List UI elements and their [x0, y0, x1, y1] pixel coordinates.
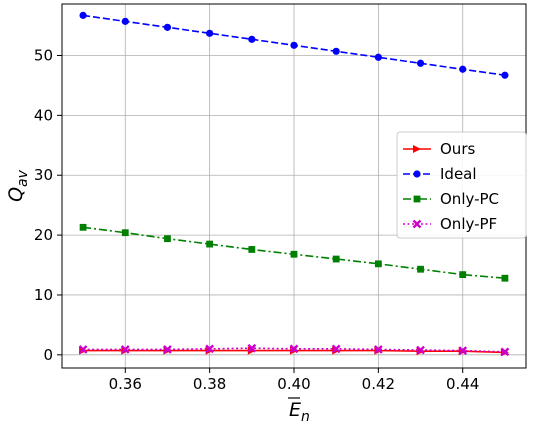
- x-axis-label: En: [288, 397, 310, 425]
- point: [331, 344, 341, 354]
- y-axis-label-main: Q: [5, 187, 27, 202]
- x-tick-label: 0.40: [277, 375, 310, 393]
- series-only-pf: [78, 343, 510, 357]
- point: [121, 17, 129, 25]
- point: [120, 345, 130, 354]
- point: [248, 246, 256, 253]
- point: [121, 229, 129, 237]
- point: [78, 345, 88, 354]
- series-group: [78, 11, 510, 357]
- point: [413, 195, 421, 203]
- x-tick-label: 0.44: [446, 375, 479, 393]
- point: [500, 347, 510, 357]
- point: [412, 219, 422, 229]
- point: [332, 346, 341, 355]
- point: [206, 29, 214, 37]
- legend-box: [396, 131, 527, 239]
- point: [417, 265, 424, 273]
- point: [374, 345, 383, 354]
- point: [290, 41, 298, 49]
- point: [205, 344, 214, 354]
- point: [413, 145, 421, 153]
- point: [374, 260, 382, 268]
- x-tick-label: 0.36: [109, 375, 142, 393]
- x-tick-label: 0.38: [193, 375, 226, 393]
- point: [332, 47, 340, 55]
- y-axis-label: Qav: [5, 169, 31, 202]
- y-tick-label: 20: [34, 226, 53, 244]
- legend: Ours Ideal Only-PC Only-PF: [396, 131, 527, 239]
- point: [413, 170, 421, 178]
- y-tick-label: 10: [34, 286, 53, 304]
- point: [459, 271, 467, 279]
- series-line-only-pf: [83, 347, 505, 353]
- point: [458, 346, 468, 355]
- x-axis-label-main: E: [289, 399, 301, 421]
- point: [79, 223, 87, 231]
- point: [206, 240, 214, 248]
- grid: [62, 4, 526, 368]
- legend-item-only-pf: Only-PF: [403, 215, 497, 233]
- point: [501, 274, 509, 282]
- y-axis-label-sub: av: [15, 169, 31, 187]
- point: [501, 71, 509, 79]
- legend-label: Only-PC: [440, 190, 499, 208]
- x-axis-label-sub: n: [301, 409, 310, 425]
- point: [248, 35, 256, 43]
- series-only-pc: [79, 223, 509, 282]
- point: [332, 255, 340, 263]
- axis-ticks: 0.36 0.38 0.40 0.42 0.44 0 10 20 30 40 50: [34, 46, 480, 393]
- legend-label: Ideal: [440, 165, 477, 183]
- x-tick-label: 0.42: [362, 375, 395, 393]
- legend-item-ideal: Ideal: [403, 165, 477, 183]
- series-ideal: [79, 11, 509, 79]
- y-tick-label: 30: [34, 166, 53, 184]
- point: [416, 345, 425, 355]
- x-axis-label-text: En: [289, 399, 310, 425]
- legend-label: Only-PF: [440, 215, 497, 233]
- point: [205, 346, 214, 355]
- point: [290, 250, 298, 258]
- point: [374, 53, 382, 61]
- legend-item-ours: Ours: [403, 140, 475, 158]
- point: [289, 344, 299, 354]
- legend-item-only-pc: Only-PC: [403, 190, 499, 208]
- point: [79, 11, 87, 19]
- y-tick-label: 0: [43, 346, 53, 364]
- point: [459, 65, 467, 73]
- point: [247, 343, 257, 353]
- y-tick-label: 50: [34, 46, 53, 64]
- point: [163, 23, 172, 31]
- y-tick-label: 40: [34, 106, 53, 124]
- point: [416, 59, 425, 67]
- point: [164, 235, 171, 243]
- legend-label: Ours: [440, 140, 475, 158]
- point: [163, 345, 172, 354]
